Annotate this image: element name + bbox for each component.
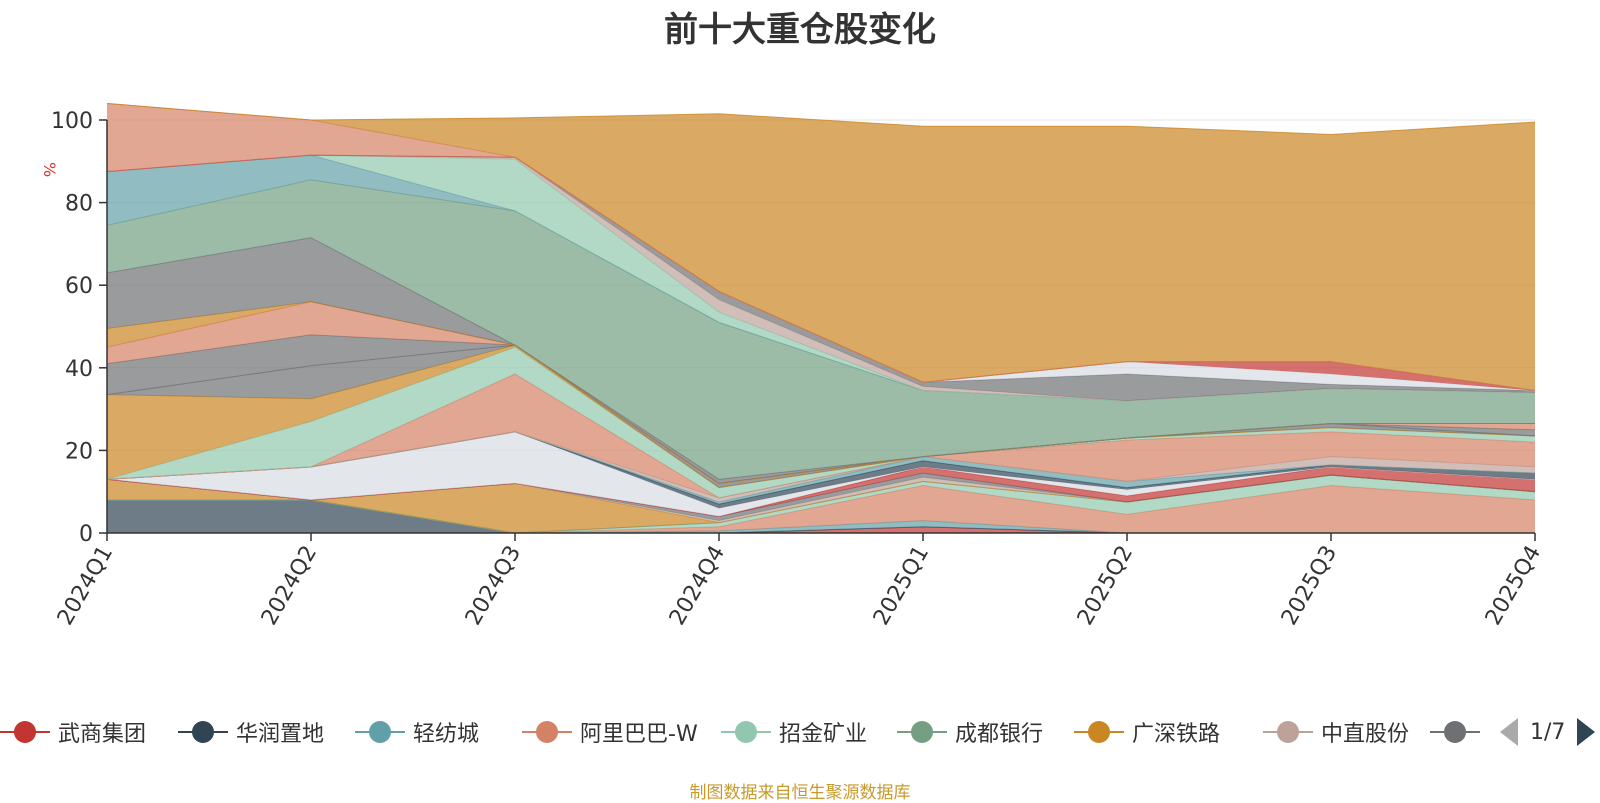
y-tick-label-0: 0 [79,522,93,547]
legend-item-3[interactable]: 轻纺城 [355,712,479,752]
legend-label: 武商集团 [58,722,147,747]
legend-marker-icon [1074,720,1124,744]
y-tick-label-4: 80 [65,192,93,217]
legend-item-9[interactable] [1430,712,1488,752]
area-5 [107,475,1535,533]
y-tick-label-2: 40 [65,357,93,382]
x-tick-label-3: 2024Q4 [665,542,730,630]
area-20 [107,301,1535,484]
area-11 [107,431,1535,517]
area-31 [107,103,1535,391]
area-7 [107,475,1535,533]
chart-title: 前十大重仓股变化 [664,10,936,50]
y-tick-label-5: 100 [51,109,93,134]
x-tick-label-7: 2025Q4 [1481,542,1546,630]
legend-label: 中直股份 [1321,722,1410,747]
legend-item-2[interactable]: 华润置地 [178,712,324,752]
area-24 [107,155,1535,401]
legend-marker-icon [522,720,572,744]
area-line-31 [106,102,1536,135]
area-series [106,102,1536,534]
legend-label: 广深铁路 [1132,722,1221,747]
legend-marker-icon [355,720,405,744]
legend-pager: 1/7 [1500,712,1596,752]
legend-marker-icon [1263,720,1313,744]
legend-label: 成都银行 [955,722,1044,747]
legend-marker-icon [1430,720,1480,744]
x-tick-label-0: 2024Q1 [53,542,118,630]
legend-label: 华润置地 [236,722,325,747]
x-tick-label-6: 2025Q3 [1277,542,1342,630]
legend-item-8[interactable]: 中直股份 [1263,712,1409,752]
legend-item-4[interactable]: 阿里巴巴-W [522,712,698,752]
area-4 [107,485,1535,533]
x-tick-label-1: 2024Q2 [257,542,322,630]
y-tick-label-1: 20 [65,439,93,464]
area-15 [107,373,1535,498]
stacked-area-chart: 0 20 40 60 80 100 2024Q1 2024Q2 2024Q3 2024Q4 2025… [40,102,1546,630]
legend-prev-page-icon[interactable] [1500,718,1518,746]
legend: 武商集团 华润置地 轻纺城 阿里巴巴-W 招金矿业 成都银行 广深铁路 中直股份 1/7 [0,712,1600,752]
area-2 [107,499,1535,533]
legend-item-7[interactable]: 广深铁路 [1074,712,1220,752]
x-tick-label-5: 2025Q2 [1073,542,1138,630]
area-16 [107,347,1535,498]
legend-next-page-icon[interactable] [1577,718,1596,746]
area-23 [107,179,1535,480]
legend-marker-icon [0,720,50,744]
legend-label: 阿里巴巴-W [580,722,698,747]
y-tick-label-3: 60 [65,274,93,299]
legend-marker-icon [721,720,771,744]
legend-page-indicator: 1/7 [1530,719,1566,745]
y-axis-label: % [40,162,59,177]
area-3 [107,499,1535,533]
area-22 [107,237,1535,484]
area-1 [107,526,1535,533]
x-tick-label-4: 2025Q1 [869,542,934,630]
legend-item-1[interactable]: 武商集团 [0,712,146,752]
legend-marker-icon [178,720,228,744]
legend-label: 招金矿业 [779,722,868,747]
x-tick-label-2: 2024Q3 [461,542,526,630]
legend-label: 轻纺城 [413,722,480,747]
data-source-note: 制图数据来自恒生聚源数据库 [689,783,911,803]
area-30 [107,103,1535,391]
area-19 [107,334,1535,484]
legend-item-5[interactable]: 招金矿业 [721,712,867,752]
area-9 [107,473,1535,521]
legend-item-6[interactable]: 成都银行 [897,712,1043,752]
legend-marker-icon [897,720,947,744]
